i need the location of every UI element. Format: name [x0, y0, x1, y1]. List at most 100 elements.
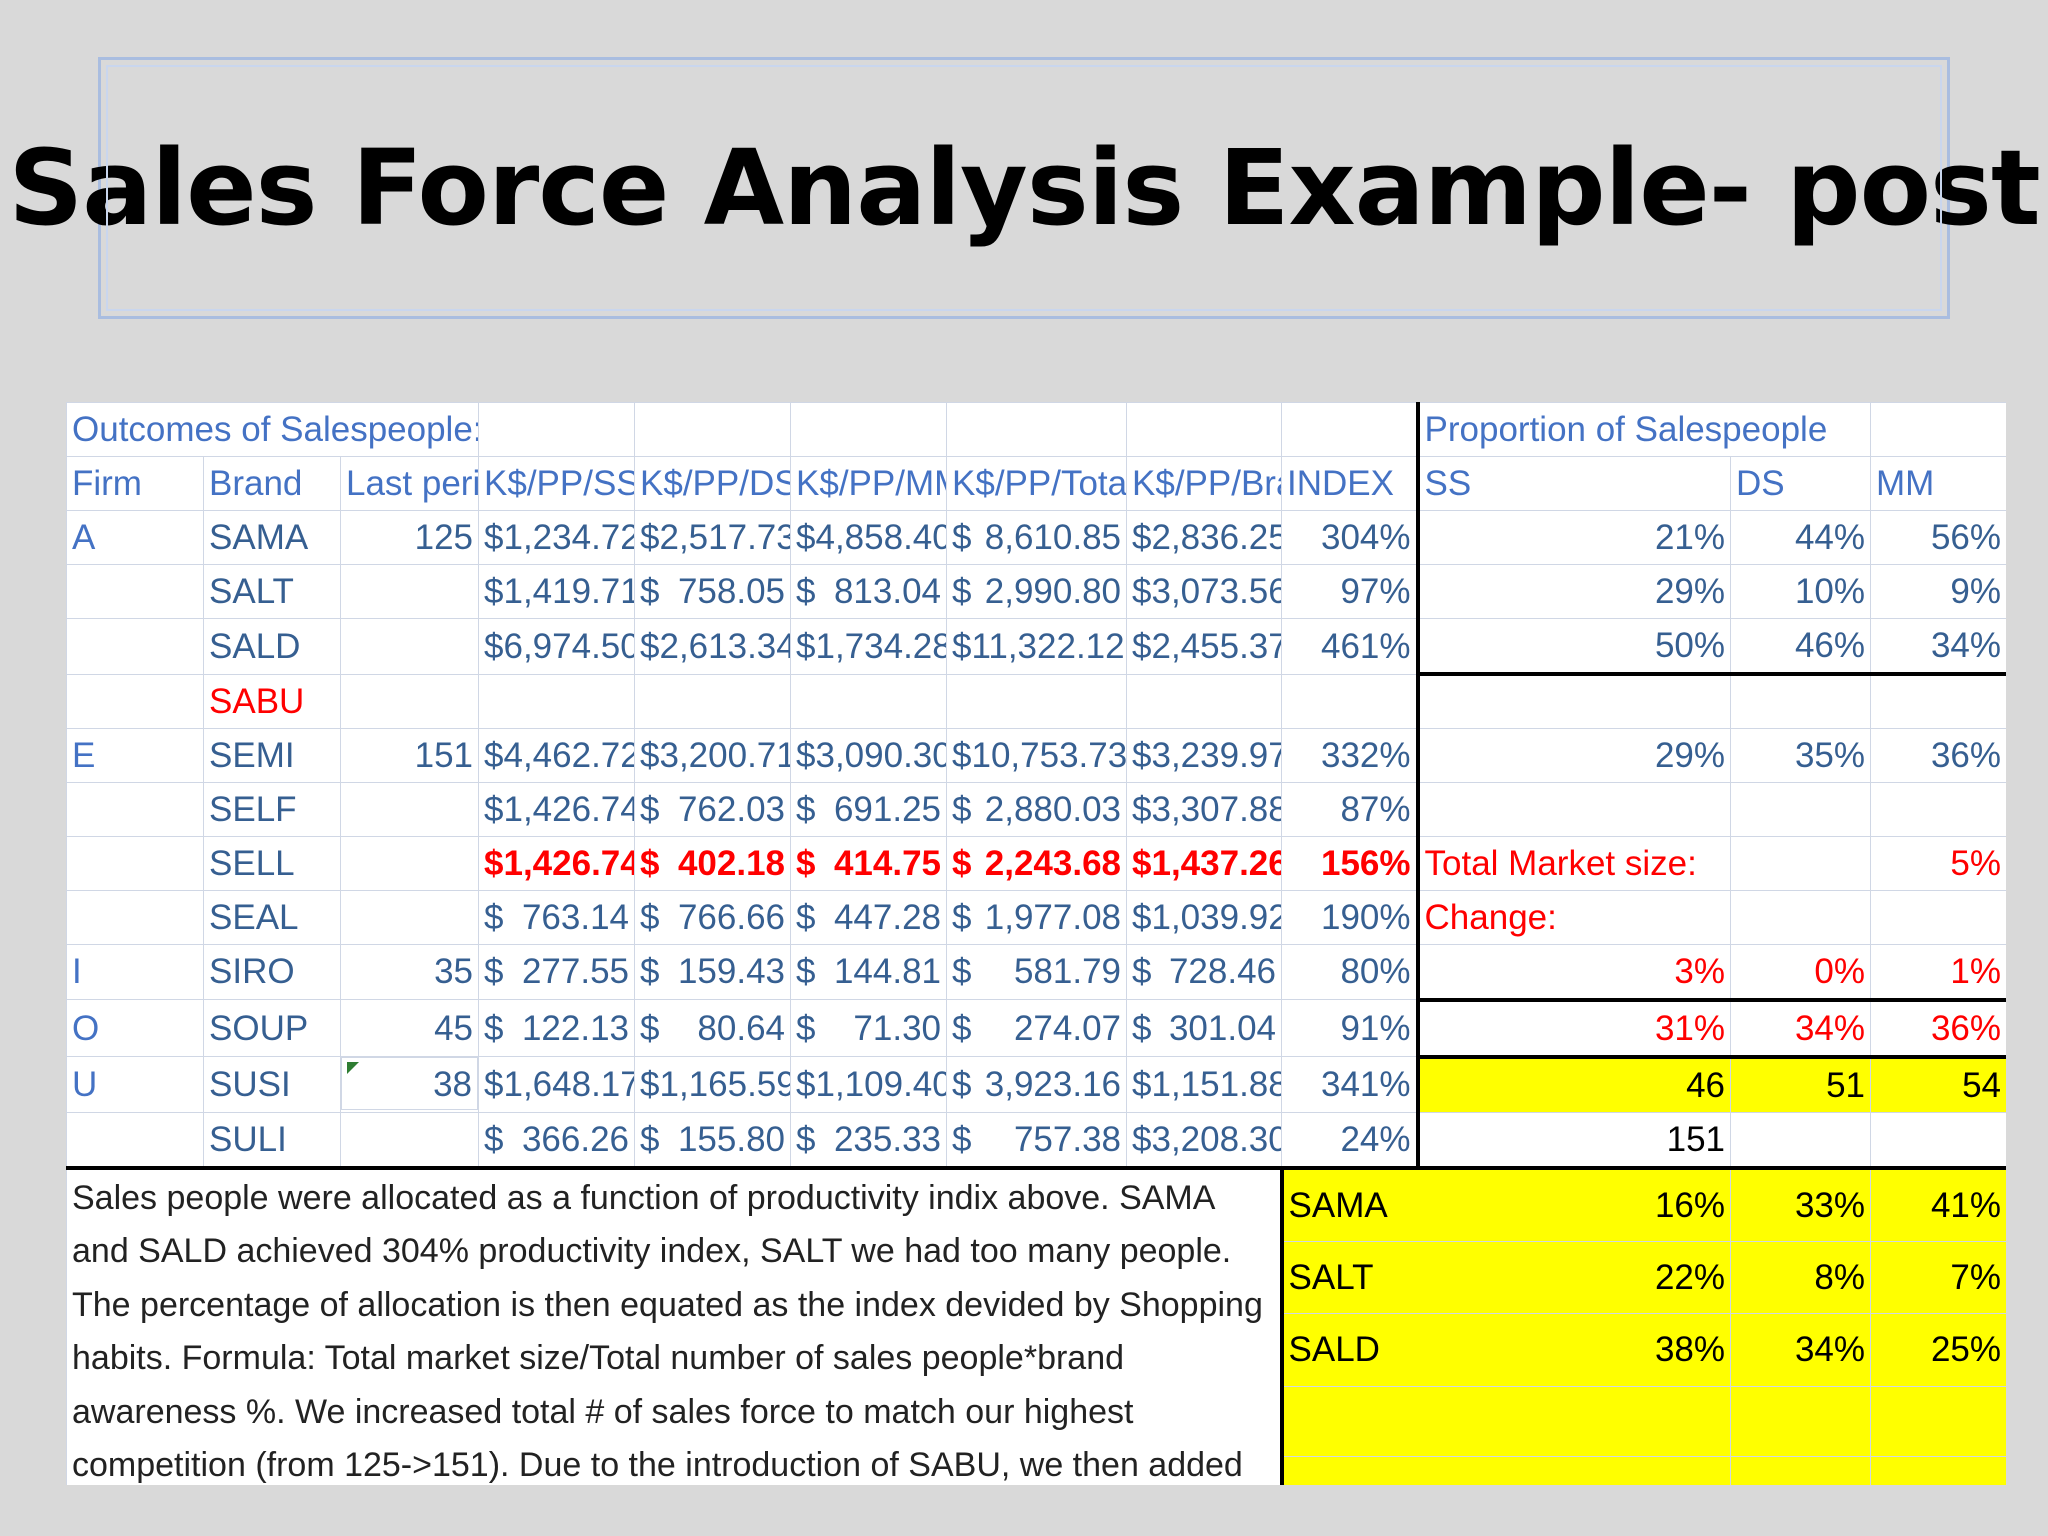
proportion-ss-cell: 151 [1415, 1111, 1732, 1168]
currency-symbol: $ [640, 1008, 660, 1048]
ss-cell: $1,234.72 [478, 510, 636, 565]
table-row: E SEMI 151 $4,462.72 $3,200.71 $3,090.30 $10,7… [66, 727, 2006, 783]
total-cell: $2,990.80 [946, 564, 1128, 619]
ss-cell: $1,419.71 [478, 564, 636, 619]
total-cell: $274.07 [946, 999, 1128, 1057]
allocation-brand-cell: SALT [1281, 1241, 1418, 1315]
last-period-cell [339, 1111, 480, 1168]
firm-cell [66, 673, 204, 729]
header-brand_col: K$/PP/Brar [1126, 456, 1283, 511]
proportion-title: Proportion of Salespeople [1415, 402, 1872, 457]
proportion-mm-cell: 34% [1870, 618, 2006, 675]
total-cell [946, 673, 1128, 729]
brand-cell: SALT [203, 564, 341, 619]
proportion-mm-cell: 9% [1870, 564, 2006, 619]
allocation-ds-cell [1730, 1385, 1872, 1458]
brand-cell: SEMI [203, 727, 341, 783]
brand-value-cell: $1,151.88 [1126, 1056, 1283, 1113]
proportion-ds-cell [1730, 835, 1872, 891]
proportion-ds-cell [1730, 1111, 1872, 1168]
ds-cell [634, 673, 792, 729]
proportion-ds-cell: 10% [1730, 564, 1872, 619]
title-box: Sales Force Analysis Example- post [8, 57, 2041, 319]
total-cell: $757.38 [946, 1111, 1128, 1168]
mm-cell: $144.81 [790, 943, 948, 1000]
ds-cell: $2,613.34 [634, 618, 792, 675]
proportion-mm-cell: 36% [1870, 727, 2006, 783]
amount: 11,322.12 [971, 626, 1125, 666]
table-row: SEAL $763.14 $766.66 $447.28 $1,977.08 $1,039… [66, 889, 2006, 945]
currency-symbol: $ [796, 1119, 816, 1159]
index-cell: 304% [1281, 510, 1419, 565]
ss-cell: $122.13 [478, 999, 636, 1057]
header-index: INDEX [1281, 456, 1419, 511]
brand-cell: SABU [203, 673, 341, 729]
outcomes-title: Outcomes of Salespeople: [66, 402, 480, 457]
allocation-ds-cell: 33% [1730, 1165, 1872, 1243]
index-cell: 190% [1281, 889, 1419, 945]
proportion-ss-cell: Total Market size: [1415, 835, 1732, 891]
ds-cell: $155.80 [634, 1111, 792, 1168]
currency-symbol: $ [796, 572, 816, 611]
amount: 301.04 [1168, 1008, 1277, 1048]
last-period-cell: 125 [339, 510, 480, 565]
firm-cell [66, 835, 204, 891]
proportion-ds-cell [1730, 889, 1872, 945]
allocation-mm-cell: 7% [1870, 1241, 2006, 1315]
amount: 691.25 [833, 789, 942, 829]
amount: 277.55 [521, 952, 630, 992]
total-cell: $2,243.68 [946, 835, 1128, 891]
amount: 274.07 [1013, 1008, 1122, 1048]
amount: 766.66 [677, 897, 786, 937]
allocation-brand-cell [1281, 1456, 1418, 1485]
currency-symbol: $ [952, 572, 972, 611]
amount: 144.81 [833, 952, 942, 992]
comment-marker-icon [347, 1062, 359, 1074]
amount: 762.03 [677, 789, 786, 829]
allocation-brand-cell: SAMA [1281, 1165, 1418, 1243]
header-last: Last peric [339, 456, 480, 511]
proportion-mm-cell: 5% [1870, 835, 2006, 891]
mm-cell: $235.33 [790, 1111, 948, 1168]
index-cell: 332% [1281, 727, 1419, 783]
amount: 757.38 [1013, 1119, 1122, 1159]
header-ds: K$/PP/DS [634, 456, 792, 511]
ds-cell: $758.05 [634, 564, 792, 619]
firm-cell [66, 781, 204, 837]
currency-symbol: $ [952, 1008, 972, 1048]
allocation-ds-cell: 8% [1730, 1241, 1872, 1315]
table-row: O SOUP 45 $122.13 $80.64 $71.30 $274.07 $301.04… [66, 997, 2006, 1057]
index-cell: 91% [1281, 999, 1419, 1057]
header-proportion-mm: MM [1870, 456, 2006, 511]
allocation-brand-cell [1281, 1385, 1418, 1458]
currency-symbol: $ [952, 518, 972, 557]
table-row: SULI $366.26 $155.80 $235.33 $757.38 $3,208.3… [66, 1111, 2006, 1168]
ds-cell: $2,517.73 [634, 510, 792, 565]
empty-cell [634, 402, 792, 457]
mm-cell: $813.04 [790, 564, 948, 619]
allocation-ds-cell [1730, 1456, 1872, 1485]
currency-symbol: $ [1132, 952, 1152, 992]
amount: 2,990.80 [984, 572, 1122, 611]
header-total: K$/PP/Total [946, 456, 1128, 511]
index-cell: 461% [1281, 618, 1419, 675]
amount: 366.26 [521, 1119, 630, 1159]
amount: 122.13 [521, 1008, 630, 1048]
empty-cell [1870, 402, 2006, 457]
total-cell: $10,753.73 [946, 727, 1128, 783]
last-period-cell [339, 618, 480, 675]
firm-cell [66, 564, 204, 619]
allocation-row [67, 1456, 2006, 1485]
firm-cell: A [66, 510, 204, 565]
allocation-ds-cell: 34% [1730, 1313, 1872, 1387]
last-period-cell: 38 [341, 1057, 479, 1110]
amount: 80.64 [697, 1008, 786, 1048]
proportion-ss-cell: 21% [1415, 510, 1732, 565]
header-firm: Firm [66, 456, 204, 511]
proportion-ds-cell: 44% [1730, 510, 1872, 565]
last-period-cell [339, 564, 480, 619]
firm-cell [66, 889, 204, 945]
currency-symbol: $ [796, 897, 816, 937]
currency-symbol: $ [484, 952, 504, 992]
amount: 414.75 [833, 843, 942, 883]
